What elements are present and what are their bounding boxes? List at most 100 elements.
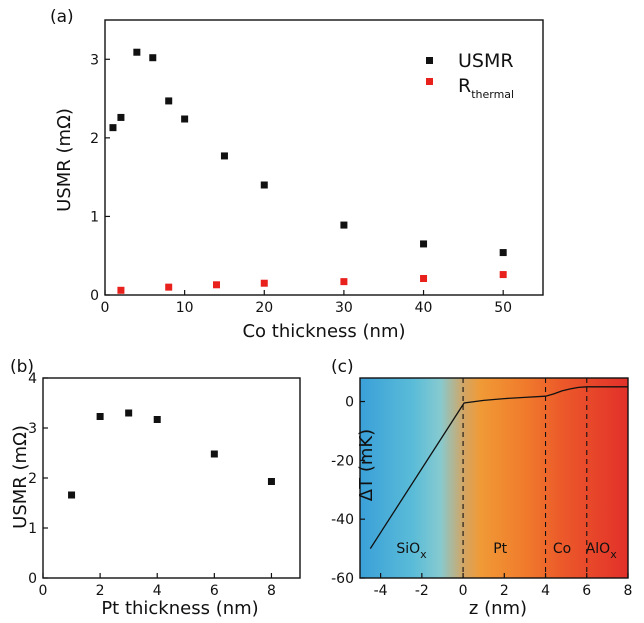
region-label-main: Pt <box>493 541 507 557</box>
panel-a-plot-area <box>104 19 544 296</box>
panel-b-y-ticks: 0 1 2 3 4 <box>28 371 48 587</box>
legend-label-usmr: USMR <box>458 50 514 72</box>
usmr-point <box>181 115 189 123</box>
region-label-sub: x <box>420 548 427 561</box>
rthermal-point <box>165 283 173 291</box>
panel-c-label: (c) <box>331 357 354 377</box>
rthermal-point <box>499 271 507 279</box>
y-tick-label: 3 <box>28 421 37 437</box>
panel-b-plot-area <box>42 377 301 579</box>
usmr-point <box>109 124 117 132</box>
panel-b-x-axis-label: Pt thickness (nm) <box>101 598 258 619</box>
panel-c: -4 -2 0 2 4 6 8 -60-40-200 SiOx Pt Co AlOx (c) z … <box>331 357 632 619</box>
usmr-point <box>133 48 141 56</box>
rthermal-point <box>117 286 125 294</box>
panel-c-region-labels: SiOx Pt Co AlOx <box>396 541 617 561</box>
panel-a-y-ticks: 0 1 2 3 <box>90 52 110 304</box>
panel-b-y-axis-label: USMR (mΩ) <box>10 425 31 529</box>
panel-a-x-ticks: 0 10 20 30 40 50 <box>101 290 512 316</box>
panel-c-x-ticks: -4 -2 0 2 4 6 8 <box>374 573 633 599</box>
panel-c-x-axis-label: z (nm) <box>469 598 527 619</box>
panel-a: 0 10 20 30 40 50 0 1 2 3 (a) Co thickness (nm) U… <box>50 7 544 342</box>
x-tick-label: 8 <box>267 583 276 599</box>
x-tick-label: 6 <box>582 583 591 599</box>
panel-b: 0 2 4 6 8 0 1 2 3 4 (b) Pt thickness (nm) USMR (… <box>10 357 301 619</box>
y-tick-label: 0 <box>28 571 37 587</box>
panel-c-y-ticks: -60 -40 -20 0 <box>331 395 365 587</box>
region-label: Co <box>553 541 571 557</box>
panel-a-legend: USMR Rthermal <box>426 50 514 101</box>
x-tick-label: 2 <box>500 583 509 599</box>
y-tick-label: -60 <box>331 571 354 587</box>
usmr-point <box>220 152 228 160</box>
legend-label-rthermal-main: R <box>458 75 471 97</box>
usmr-point <box>420 240 428 248</box>
panel-c-temperature-gradient <box>360 378 628 578</box>
x-tick-label: 0 <box>459 583 468 599</box>
x-tick-label: 20 <box>255 300 273 316</box>
panel-b-points <box>68 409 275 499</box>
x-tick-label: 30 <box>335 300 353 316</box>
region-label: Pt <box>493 541 507 557</box>
y-tick-label: -40 <box>331 512 354 528</box>
panel-c-plot-area <box>359 377 629 579</box>
legend-marker-rthermal <box>426 78 433 85</box>
panel-b-x-ticks: 0 2 4 6 8 <box>39 573 276 599</box>
x-tick-label: 50 <box>494 300 512 316</box>
region-label-main: Co <box>553 541 571 557</box>
legend-label-rthermal-sub: thermal <box>471 88 514 101</box>
panel-b-label: (b) <box>10 357 34 377</box>
x-tick-label: -2 <box>415 583 429 599</box>
panel-c-layer-boundaries <box>462 378 588 578</box>
panel-a-x-axis-label: Co thickness (nm) <box>242 321 405 342</box>
panel-c-y-axis-label: ΔT (mK) <box>356 429 377 501</box>
usmr-pt-thickness-point <box>210 450 218 458</box>
x-tick-label: 4 <box>541 583 550 599</box>
usmr-point <box>260 181 268 189</box>
y-tick-label: 1 <box>90 209 99 225</box>
panel-c-temperature-profile <box>369 386 628 549</box>
x-tick-label: 0 <box>39 583 48 599</box>
x-tick-label: 0 <box>101 300 110 316</box>
y-tick-label: 2 <box>90 131 99 147</box>
rthermal-point <box>260 279 268 287</box>
x-tick-label: 4 <box>153 583 162 599</box>
rthermal-point <box>212 281 220 289</box>
x-tick-label: 10 <box>176 300 194 316</box>
y-tick-label: 2 <box>28 471 37 487</box>
x-tick-label: -4 <box>374 583 388 599</box>
usmr-pt-thickness-point <box>96 413 104 420</box>
y-tick-label: 0 <box>90 288 99 304</box>
x-tick-label: 8 <box>624 583 633 599</box>
y-tick-label: -20 <box>331 453 354 469</box>
region-label: SiOx <box>396 541 427 561</box>
legend-marker-usmr <box>426 57 433 64</box>
region-label-main: AlO <box>586 541 611 557</box>
x-tick-label: 2 <box>96 583 105 599</box>
usmr-point <box>165 97 173 105</box>
usmr-pt-thickness-point <box>68 491 76 499</box>
usmr-point <box>499 249 507 257</box>
rthermal-point <box>340 278 348 286</box>
usmr-point <box>149 54 157 62</box>
y-tick-label: 0 <box>345 395 354 411</box>
x-tick-label: 6 <box>210 583 219 599</box>
usmr-point <box>117 113 125 121</box>
y-tick-label: 3 <box>90 52 99 68</box>
y-tick-label: 4 <box>28 371 37 387</box>
usmr-point <box>340 221 348 229</box>
usmr-pt-thickness-point <box>125 409 133 417</box>
legend-label-rthermal: Rthermal <box>458 75 514 101</box>
panel-a-y-axis-label: USMR (mΩ) <box>54 108 75 212</box>
usmr-pt-thickness-point <box>267 478 275 485</box>
rthermal-point <box>420 275 428 282</box>
region-label-sub: x <box>610 548 617 561</box>
region-label: AlOx <box>586 541 618 561</box>
usmr-pt-thickness-point <box>153 416 161 423</box>
region-label-main: SiO <box>396 541 420 557</box>
x-tick-label: 40 <box>415 300 433 316</box>
panel-a-points <box>109 48 507 294</box>
y-tick-label: 1 <box>28 521 37 537</box>
panel-a-label: (a) <box>50 7 74 27</box>
